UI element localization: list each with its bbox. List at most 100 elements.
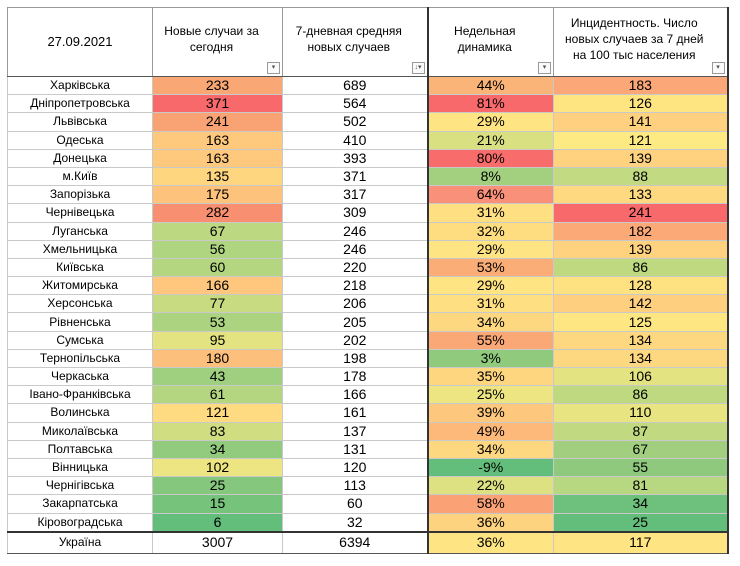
weekly-dynamics-cell[interactable]: 35%	[426, 366, 554, 387]
region-cell[interactable]: Тернопільська	[7, 348, 153, 369]
incidence-cell[interactable]: 55	[553, 457, 729, 478]
region-cell[interactable]: Хмельницька	[7, 239, 153, 259]
new-cases-today-cell[interactable]: 67	[152, 221, 283, 241]
avg7-cell[interactable]: 502	[282, 112, 428, 132]
weekly-dynamics-cell[interactable]: 36%	[426, 512, 554, 533]
new-cases-today-cell[interactable]: 61	[152, 385, 283, 405]
region-cell[interactable]: Запорізька	[7, 185, 153, 205]
avg7-cell[interactable]: 202	[282, 330, 428, 350]
avg7-cell[interactable]: 206	[282, 294, 428, 314]
avg7-cell[interactable]: 309	[282, 203, 428, 223]
avg7-cell[interactable]: 393	[282, 148, 428, 168]
new-cases-today-cell[interactable]: 233	[152, 75, 283, 96]
weekly-dynamics-cell[interactable]: 3%	[426, 348, 554, 369]
weekly-dynamics-cell[interactable]: 80%	[426, 148, 554, 168]
new-cases-today-cell[interactable]: 180	[152, 348, 283, 369]
weekly-dynamics-cell[interactable]: -9%	[426, 457, 554, 478]
new-cases-today-cell[interactable]: 241	[152, 112, 283, 132]
weekly-dynamics-cell[interactable]: 32%	[426, 221, 554, 241]
incidence-cell[interactable]: 81	[553, 476, 729, 496]
incidence-cell[interactable]: 110	[553, 403, 729, 423]
new-cases-today-cell[interactable]: 56	[152, 239, 283, 259]
weekly-dynamics-cell[interactable]: 34%	[426, 312, 554, 332]
incidence-cell[interactable]: 182	[553, 221, 729, 241]
weekly-dynamics-cell[interactable]: 29%	[426, 112, 554, 132]
avg7-cell[interactable]: 131	[282, 439, 428, 459]
incidence-cell[interactable]: 133	[553, 185, 729, 205]
weekly-dynamics-cell[interactable]: 21%	[426, 130, 554, 150]
incidence-cell[interactable]: 134	[553, 330, 729, 350]
region-cell[interactable]: Львівська	[7, 112, 153, 132]
avg7-cell[interactable]: 246	[282, 221, 428, 241]
new-cases-today-cell[interactable]: 282	[152, 203, 283, 223]
region-cell[interactable]: Донецька	[7, 148, 153, 168]
region-cell[interactable]: Дніпропетровська	[7, 94, 153, 114]
region-cell[interactable]: Вінницька	[7, 457, 153, 478]
incidence-cell[interactable]: 126	[553, 94, 729, 114]
weekly-dynamics-cell[interactable]: 53%	[426, 257, 554, 278]
new-cases-today-cell[interactable]: 163	[152, 148, 283, 168]
avg7-cell[interactable]: 137	[282, 421, 428, 441]
new-cases-today-cell[interactable]: 135	[152, 166, 283, 187]
incidence-cell[interactable]: 142	[553, 294, 729, 314]
weekly-dynamics-cell[interactable]: 29%	[426, 239, 554, 259]
avg7-cell[interactable]: 178	[282, 366, 428, 387]
incidence-cell[interactable]: 183	[553, 75, 729, 96]
new-cases-today-cell[interactable]: 163	[152, 130, 283, 150]
region-cell[interactable]: Чернігівська	[7, 476, 153, 496]
new-cases-today-cell[interactable]: 95	[152, 330, 283, 350]
incidence-cell[interactable]: 86	[553, 385, 729, 405]
avg7-cell[interactable]: 205	[282, 312, 428, 332]
avg7-cell[interactable]: 220	[282, 257, 428, 278]
incidence-cell[interactable]: 139	[553, 239, 729, 259]
new-cases-today-cell[interactable]: 53	[152, 312, 283, 332]
new-cases-today-cell[interactable]: 77	[152, 294, 283, 314]
avg7-cell[interactable]: 564	[282, 94, 428, 114]
new-cases-today-cell[interactable]: 102	[152, 457, 283, 478]
region-cell[interactable]: Рівненська	[7, 312, 153, 332]
region-cell[interactable]: Волинська	[7, 403, 153, 423]
total-avg7-cell[interactable]: 6394	[282, 530, 428, 554]
weekly-dynamics-cell[interactable]: 8%	[426, 166, 554, 187]
incidence-cell[interactable]: 241	[553, 203, 729, 223]
new-cases-today-cell[interactable]: 15	[152, 494, 283, 514]
new-cases-today-cell[interactable]: 34	[152, 439, 283, 459]
region-cell[interactable]: Одеська	[7, 130, 153, 150]
total-region-cell[interactable]: Україна	[7, 530, 153, 554]
avg7-cell[interactable]: 166	[282, 385, 428, 405]
new-cases-today-cell[interactable]: 25	[152, 476, 283, 496]
avg7-cell[interactable]: 32	[282, 512, 428, 533]
avg7-cell[interactable]: 60	[282, 494, 428, 514]
region-cell[interactable]: Івано-Франківська	[7, 385, 153, 405]
incidence-cell[interactable]: 25	[553, 512, 729, 533]
region-cell[interactable]: Житомирська	[7, 276, 153, 296]
region-cell[interactable]: Кіровоградська	[7, 512, 153, 533]
avg7-cell[interactable]: 198	[282, 348, 428, 369]
avg7-cell[interactable]: 120	[282, 457, 428, 478]
region-cell[interactable]: м.Київ	[7, 166, 153, 187]
weekly-dynamics-cell[interactable]: 31%	[426, 203, 554, 223]
avg7-cell[interactable]: 113	[282, 476, 428, 496]
region-cell[interactable]: Черкаська	[7, 366, 153, 387]
incidence-cell[interactable]: 87	[553, 421, 729, 441]
weekly-dynamics-cell[interactable]: 39%	[426, 403, 554, 423]
incidence-cell[interactable]: 121	[553, 130, 729, 150]
weekly-dynamics-cell[interactable]: 34%	[426, 439, 554, 459]
weekly-dynamics-cell[interactable]: 22%	[426, 476, 554, 496]
avg7-cell[interactable]: 410	[282, 130, 428, 150]
incidence-cell[interactable]: 128	[553, 276, 729, 296]
weekly-dynamics-cell[interactable]: 55%	[426, 330, 554, 350]
region-cell[interactable]: Херсонська	[7, 294, 153, 314]
new-cases-today-cell[interactable]: 83	[152, 421, 283, 441]
region-cell[interactable]: Київська	[7, 257, 153, 278]
total-new-cases-cell[interactable]: 3007	[152, 530, 283, 554]
incidence-cell[interactable]: 67	[553, 439, 729, 459]
region-cell[interactable]: Закарпатська	[7, 494, 153, 514]
weekly-dynamics-cell[interactable]: 25%	[426, 385, 554, 405]
total-weekly-cell[interactable]: 36%	[426, 530, 554, 554]
region-cell[interactable]: Сумська	[7, 330, 153, 350]
incidence-cell[interactable]: 106	[553, 366, 729, 387]
filter-dropdown-icon[interactable]: ▾	[538, 62, 551, 74]
sort-descending-icon[interactable]: ↓▾	[411, 62, 425, 74]
weekly-dynamics-cell[interactable]: 44%	[426, 75, 554, 96]
